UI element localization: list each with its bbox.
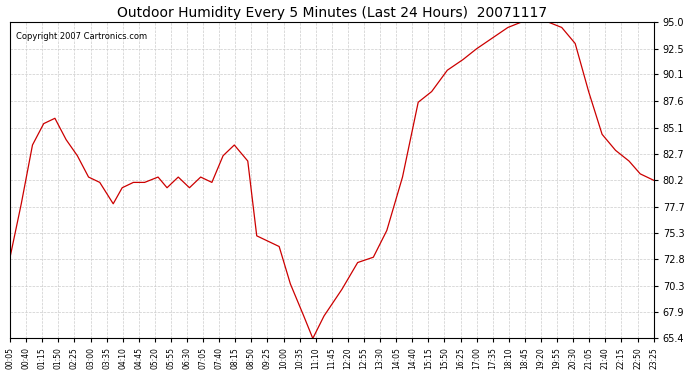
- Text: Copyright 2007 Cartronics.com: Copyright 2007 Cartronics.com: [17, 32, 148, 40]
- Title: Outdoor Humidity Every 5 Minutes (Last 24 Hours)  20071117: Outdoor Humidity Every 5 Minutes (Last 2…: [117, 6, 547, 20]
